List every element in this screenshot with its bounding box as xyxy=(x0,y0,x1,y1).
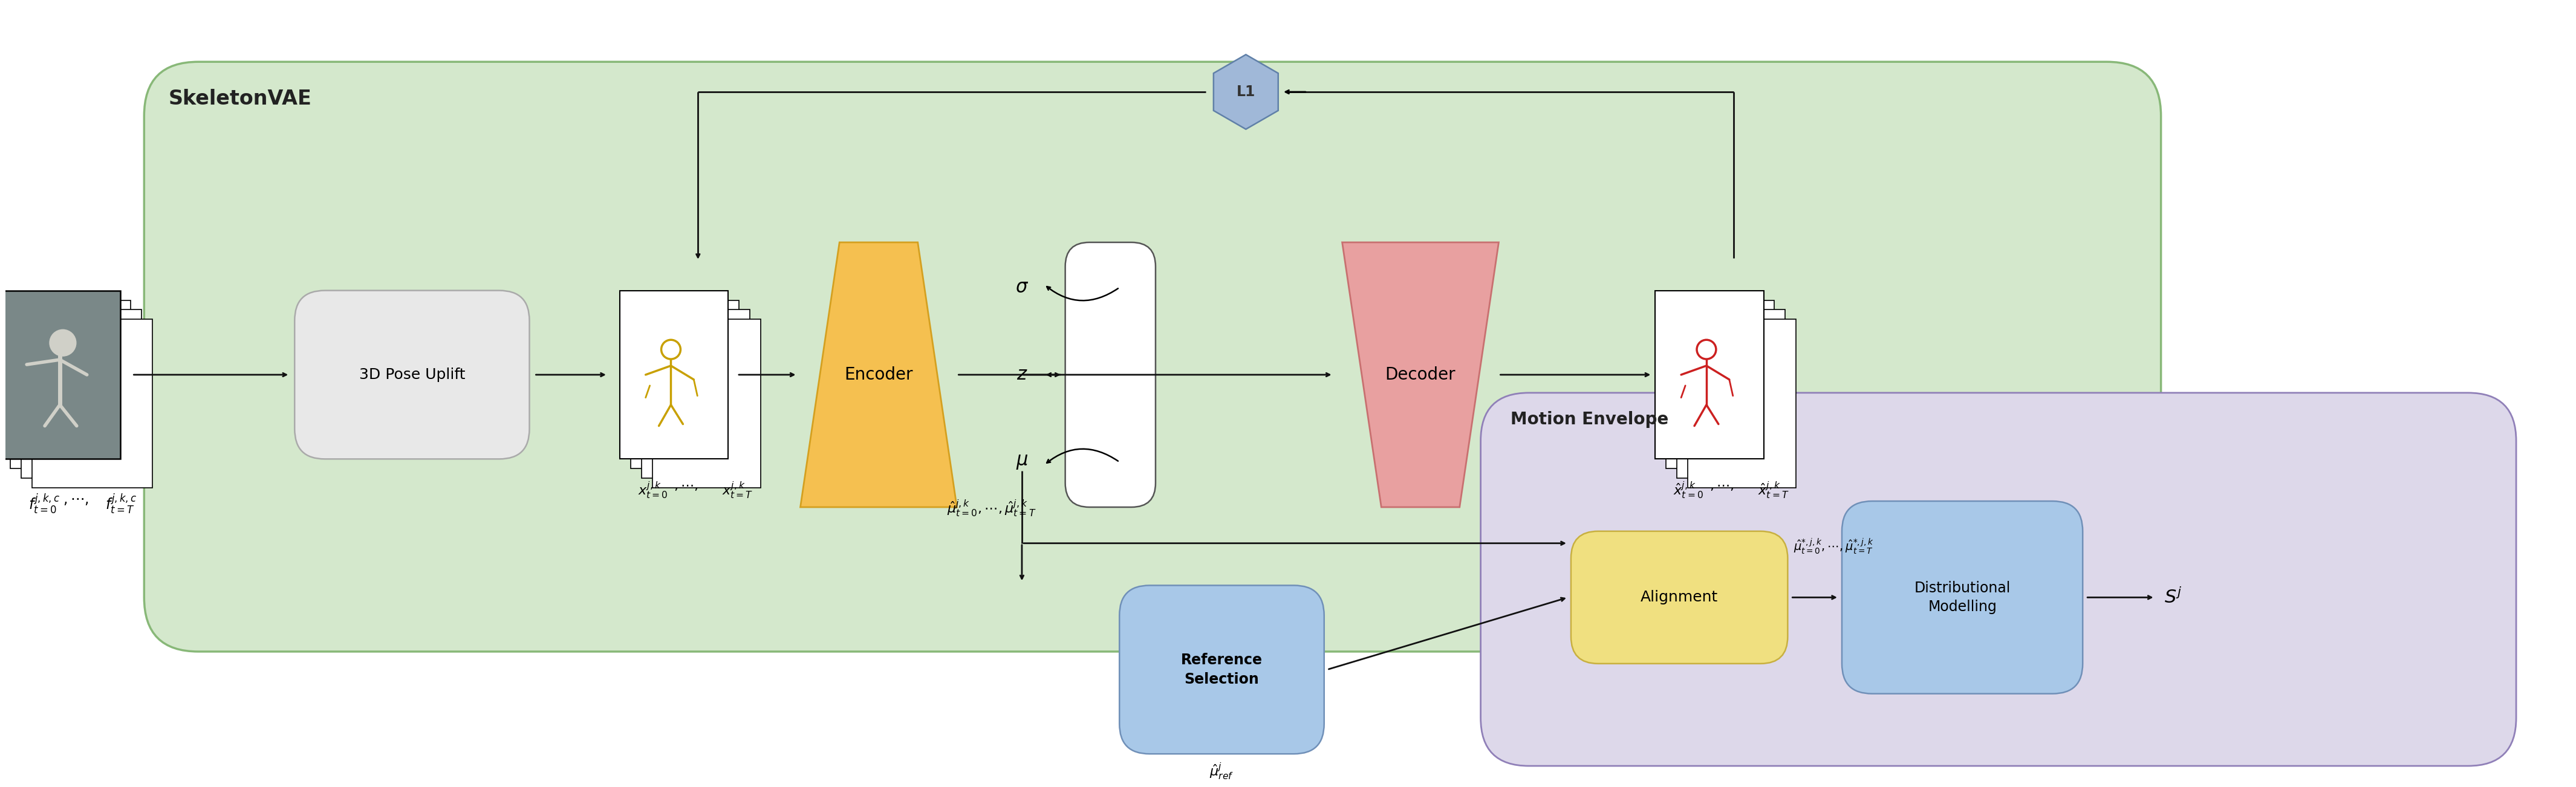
Circle shape xyxy=(49,330,77,356)
Bar xyxy=(0,290,121,459)
Text: Distributional
Modelling: Distributional Modelling xyxy=(1914,581,2009,614)
Text: $\sigma$: $\sigma$ xyxy=(1015,279,1028,296)
Text: SkeletonVAE: SkeletonVAE xyxy=(167,89,312,109)
Bar xyxy=(31,320,152,488)
Text: $\hat{\mu}^{*,j,k}_{t=0}, \cdots, \hat{\mu}^{*,j,k}_{t=T}$: $\hat{\mu}^{*,j,k}_{t=0}, \cdots, \hat{\… xyxy=(1793,538,1875,556)
FancyBboxPatch shape xyxy=(1121,586,1324,754)
Polygon shape xyxy=(1342,242,1499,507)
FancyBboxPatch shape xyxy=(144,62,2161,652)
Text: $, \cdots ,$: $, \cdots ,$ xyxy=(675,480,698,492)
Text: $\hat{x}^{j,k}_{t=T}$: $\hat{x}^{j,k}_{t=T}$ xyxy=(1757,480,1788,501)
Bar xyxy=(1687,320,1795,488)
Text: Encoder: Encoder xyxy=(845,366,912,383)
Text: Motion Envelope: Motion Envelope xyxy=(1510,411,1669,428)
Bar xyxy=(641,310,750,478)
Text: 3D Pose Uplift: 3D Pose Uplift xyxy=(358,368,466,382)
Text: Alignment: Alignment xyxy=(1641,590,1718,604)
Bar xyxy=(1656,290,1765,459)
FancyBboxPatch shape xyxy=(294,290,531,459)
Text: $x^{j,k}_{t=0}$: $x^{j,k}_{t=0}$ xyxy=(639,480,667,501)
Text: $x^{j,k}_{t=T}$: $x^{j,k}_{t=T}$ xyxy=(721,480,752,501)
Text: $\mu$: $\mu$ xyxy=(1015,453,1028,471)
FancyBboxPatch shape xyxy=(1481,393,2517,766)
Bar xyxy=(621,290,729,459)
FancyBboxPatch shape xyxy=(1066,242,1157,507)
Bar xyxy=(1677,310,1785,478)
Bar xyxy=(21,310,142,478)
Text: $, \cdots ,$: $, \cdots ,$ xyxy=(62,492,88,507)
Text: $f^{j,k,c}_{t=T}$: $f^{j,k,c}_{t=T}$ xyxy=(106,492,137,515)
Bar xyxy=(1667,300,1775,468)
Text: $, \cdots ,$: $, \cdots ,$ xyxy=(1710,480,1734,492)
Text: Decoder: Decoder xyxy=(1386,366,1455,383)
Polygon shape xyxy=(801,242,956,507)
Text: $f^{j,k,c}_{t=0}$: $f^{j,k,c}_{t=0}$ xyxy=(28,492,59,515)
Polygon shape xyxy=(1213,54,1278,129)
Text: $z$: $z$ xyxy=(1018,366,1028,383)
Text: $\hat{\mu}^{j,k}_{t=0}, \cdots, \hat{\mu}^{j,k}_{t=T}$: $\hat{\mu}^{j,k}_{t=0}, \cdots, \hat{\mu… xyxy=(948,498,1036,519)
Text: L1: L1 xyxy=(1236,85,1255,99)
Text: $\hat{x}^{j,k}_{t=0}$: $\hat{x}^{j,k}_{t=0}$ xyxy=(1674,480,1703,501)
Bar xyxy=(631,300,739,468)
Text: $\hat{\mu}^j_{ref}$: $\hat{\mu}^j_{ref}$ xyxy=(1211,761,1234,781)
Bar xyxy=(652,320,760,488)
Text: Reference
Selection: Reference Selection xyxy=(1180,653,1262,686)
FancyBboxPatch shape xyxy=(1842,501,2084,693)
Bar xyxy=(10,300,131,468)
FancyBboxPatch shape xyxy=(1571,531,1788,663)
Text: $S^j$: $S^j$ xyxy=(2164,588,2182,607)
